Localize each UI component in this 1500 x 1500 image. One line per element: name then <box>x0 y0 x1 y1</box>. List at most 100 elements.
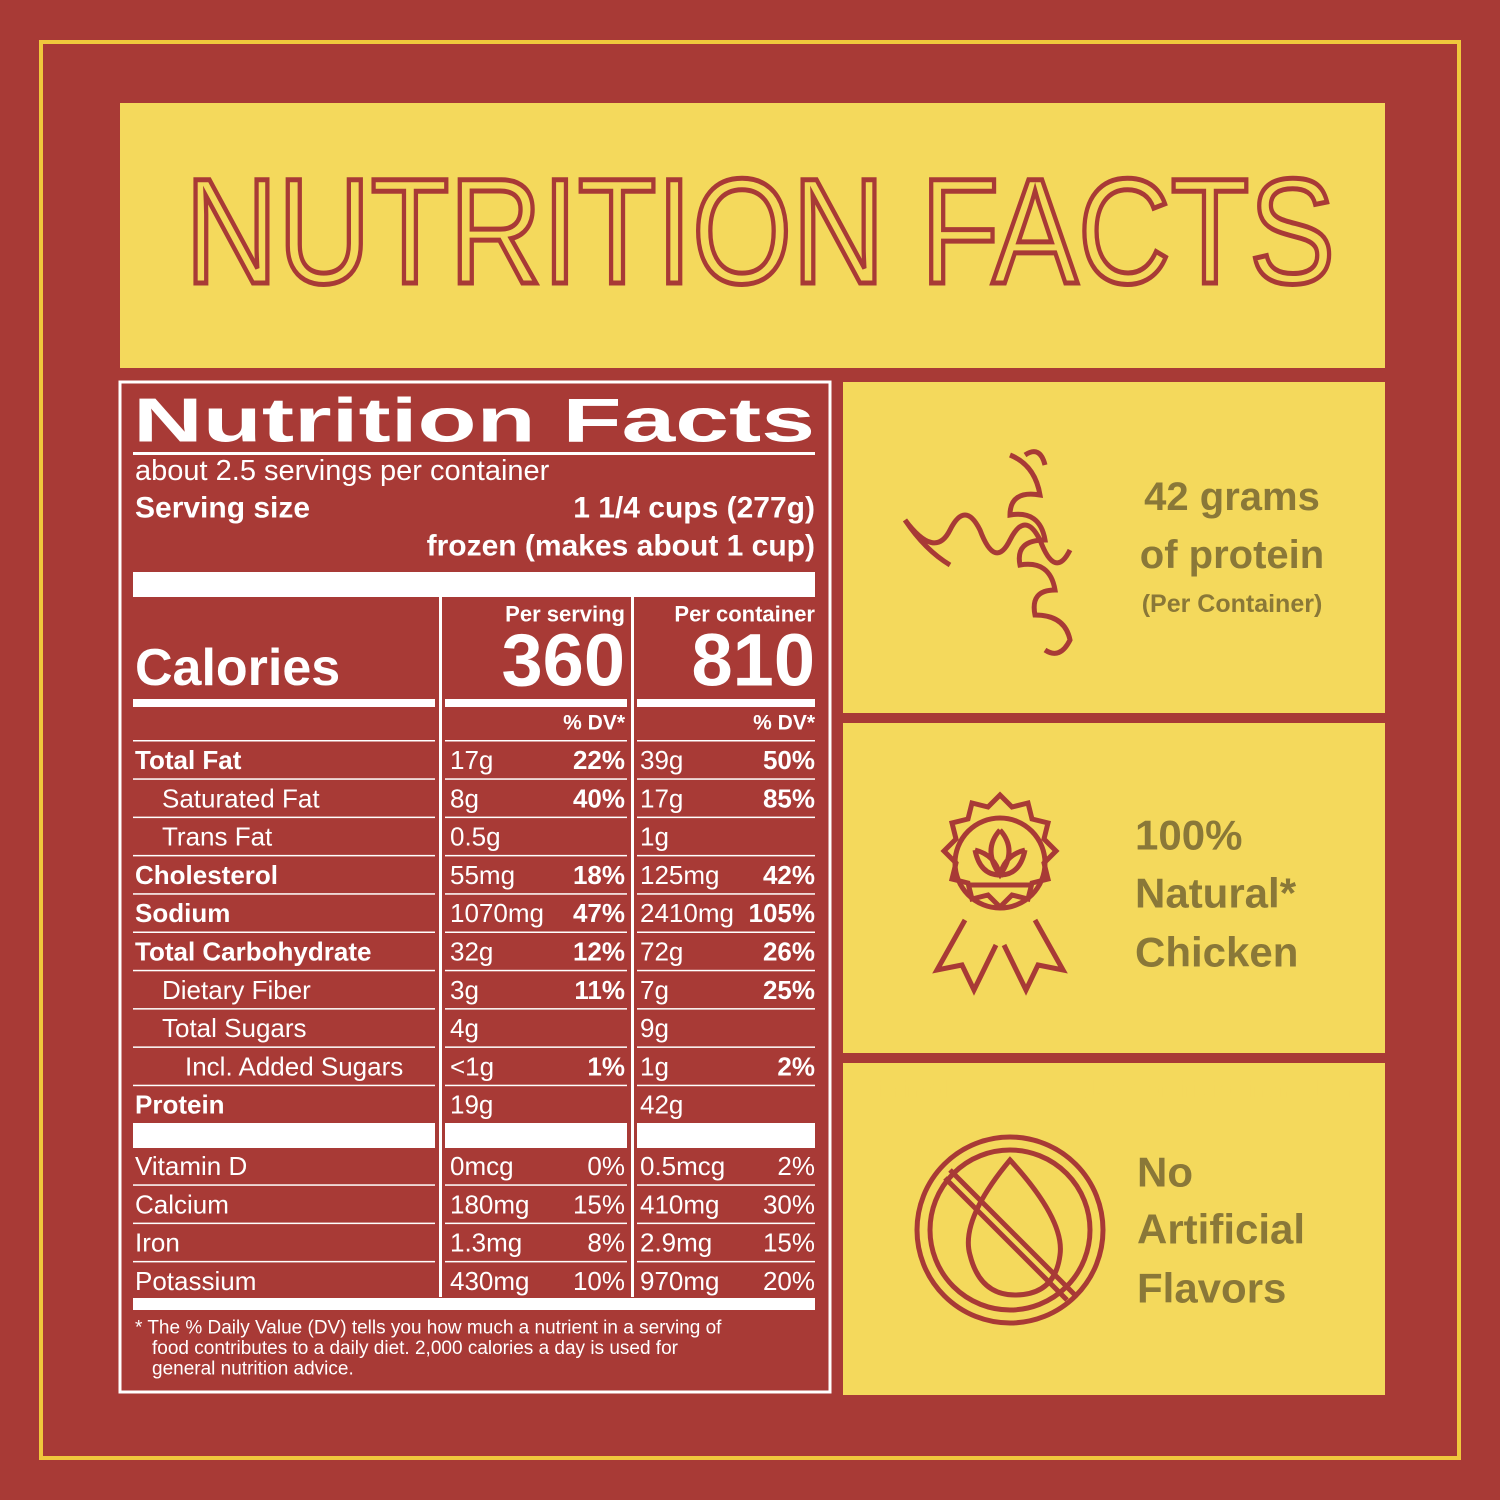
daily-value: 25% <box>763 975 815 1005</box>
rule <box>637 1184 815 1186</box>
amount: 8g <box>450 783 479 813</box>
rule <box>637 1123 815 1148</box>
column-header: Per serving <box>505 602 625 627</box>
rule <box>133 778 435 780</box>
daily-value: 15% <box>763 1228 815 1258</box>
daily-value: 26% <box>763 937 815 967</box>
rule <box>637 816 815 819</box>
servings: about 2.5 servings per container <box>135 455 550 487</box>
amount: 1.3mg <box>450 1228 522 1258</box>
daily-value: 10% <box>573 1266 625 1296</box>
amount: 4g <box>450 1013 479 1043</box>
rule <box>637 1084 815 1087</box>
calories-value: 810 <box>692 619 815 702</box>
amount: 1070mg <box>450 898 544 928</box>
serving-size: 1 1/4 cups (277g) <box>573 492 815 525</box>
vitamin-name: Calcium <box>135 1189 229 1219</box>
rule <box>133 740 435 742</box>
nutrient-name: Total Carbohydrate <box>135 937 371 967</box>
rule <box>133 1298 815 1310</box>
daily-value: 8% <box>587 1228 625 1258</box>
rule <box>133 1008 435 1010</box>
daily-value: 30% <box>763 1189 815 1219</box>
rule <box>445 1046 627 1048</box>
footer-note: * Minimally processed. No artificial ing… <box>843 1077 1382 1104</box>
serving-size-note: frozen (makes about 1 cup) <box>427 530 815 563</box>
rule <box>445 1008 627 1010</box>
dv-header: % DV* <box>563 712 626 735</box>
amount: 2410mg <box>640 898 734 928</box>
feature-text: of protein <box>1140 533 1324 577</box>
daily-value: 47% <box>573 898 625 928</box>
rule <box>133 854 435 857</box>
amount: 2.9mg <box>640 1228 712 1258</box>
rule <box>445 1260 627 1263</box>
rule <box>637 1046 815 1048</box>
label-box <box>118 380 832 1394</box>
daily-value: 2% <box>777 1051 815 1081</box>
rule <box>445 931 627 933</box>
rule <box>445 893 627 895</box>
rule <box>133 1184 435 1186</box>
rule <box>445 854 627 857</box>
feature-text: Natural* <box>1135 870 1297 917</box>
rule <box>637 1260 815 1263</box>
amount: 125mg <box>640 860 720 890</box>
rule <box>637 699 815 707</box>
amount: 19g <box>450 1090 493 1120</box>
daily-value: 11% <box>574 975 625 1005</box>
amount: 1g <box>640 1051 669 1081</box>
amount: 42g <box>640 1090 683 1120</box>
rule <box>133 1084 435 1087</box>
rule <box>133 931 435 933</box>
amount: 430mg <box>450 1266 530 1296</box>
no-flavor-icon <box>914 1134 1106 1326</box>
rule <box>133 1123 435 1148</box>
amount: 7g <box>640 975 669 1005</box>
amount: 410mg <box>640 1189 720 1219</box>
footnote: * The % Daily Value (DV) tells you how m… <box>135 1318 722 1339</box>
banner <box>120 103 1385 368</box>
rule <box>133 1260 435 1263</box>
feature-text: 100% <box>1135 812 1242 859</box>
column-header: Per container <box>674 602 815 627</box>
amount: 55mg <box>450 860 515 890</box>
amount: 9g <box>640 1013 669 1043</box>
daily-value: 20% <box>763 1266 815 1296</box>
rule <box>445 969 627 972</box>
amount: 1g <box>640 822 669 852</box>
calories-label: Calories <box>135 639 340 697</box>
rule <box>445 699 627 707</box>
daily-value: 2% <box>777 1151 815 1181</box>
feature-panel <box>843 1063 1385 1395</box>
daily-value: 50% <box>763 745 815 775</box>
rule <box>445 1222 627 1225</box>
nutrient-name: Saturated Fat <box>162 783 320 813</box>
amount: 3g <box>450 975 479 1005</box>
rule <box>637 854 815 857</box>
amount: 180mg <box>450 1189 530 1219</box>
footnote: food contributes to a daily diet. 2,000 … <box>152 1338 679 1359</box>
daily-value: 1% <box>587 1051 625 1081</box>
rule <box>631 597 634 1297</box>
rule <box>133 1222 435 1225</box>
rule <box>445 1184 627 1186</box>
nutrient-name: Total Sugars <box>162 1013 307 1043</box>
rule <box>637 740 815 742</box>
rule <box>439 597 442 1297</box>
feature-text: Flavors <box>1137 1265 1286 1312</box>
rule <box>637 1008 815 1010</box>
amount: 72g <box>640 937 683 967</box>
feature-text: 42 grams <box>1144 475 1320 519</box>
calories-value: 360 <box>502 619 625 702</box>
amount: 32g <box>450 937 493 967</box>
rule <box>133 893 435 895</box>
daily-value: 85% <box>763 783 815 813</box>
rule <box>445 816 627 819</box>
daily-value: 18% <box>573 860 625 890</box>
amount: 970mg <box>640 1266 720 1296</box>
pasta-icon <box>902 449 1073 656</box>
nutrient-name: Cholesterol <box>135 860 278 890</box>
